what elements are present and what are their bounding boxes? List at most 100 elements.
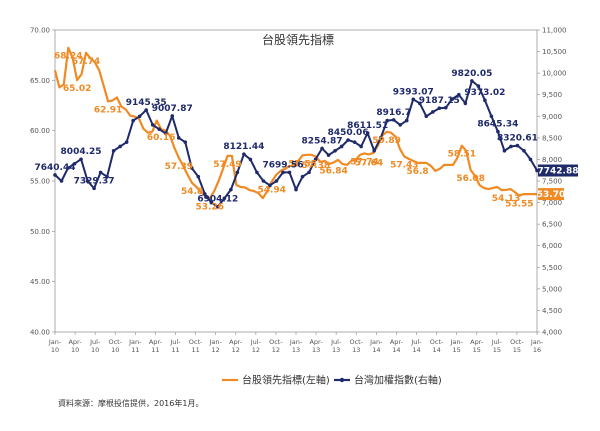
taiex-point — [183, 140, 188, 144]
taiex-data-label: 9007.87 — [152, 104, 193, 114]
x-axis-tick-label: Jul-11 — [169, 338, 181, 354]
taiex-point — [118, 144, 122, 149]
svg-text:7742.88: 7742.88 — [538, 167, 579, 177]
taiex-point — [111, 149, 116, 153]
leading-indicator-data-label: 53.55 — [505, 200, 533, 210]
taiex-point — [216, 204, 220, 209]
taiex-point — [203, 192, 207, 196]
taiex-data-label: 6904.12 — [197, 195, 238, 205]
taiex-point — [313, 157, 318, 162]
legend: 台股領先指標(左軸) 台灣加權指數(右軸) — [222, 374, 442, 387]
legend-item-taiex: 台灣加權指數(右軸) — [334, 374, 442, 387]
taiex-point — [209, 200, 214, 205]
taiex-data-label: 8254.87 — [302, 136, 343, 146]
taiex-point — [450, 97, 455, 101]
leading-indicator-data-label: 57.43 — [390, 161, 418, 171]
right-axis-tick-label: 9,000 — [542, 113, 562, 121]
taiex-point — [105, 174, 109, 179]
taiex-point — [274, 179, 279, 183]
taiex-data-label: 9393.07 — [393, 87, 434, 97]
x-axis-tick-label: Jan-16 — [530, 338, 544, 354]
x-axis-tick-label: Apr-14 — [390, 338, 404, 354]
leading-indicator-data-label: 57.55 — [288, 159, 316, 169]
taiex-point — [59, 179, 64, 183]
taiex-point — [307, 170, 311, 175]
taiex-point — [470, 79, 474, 83]
x-axis-tick-label: Jul-14 — [410, 338, 422, 354]
taiex-point — [333, 149, 337, 153]
taiex-point — [300, 174, 305, 179]
taiex-end-label: 7742.88 — [538, 164, 579, 177]
x-axis-tick-label: Apr-11 — [149, 338, 163, 354]
left-axis-tick-label: 45.00 — [30, 278, 50, 286]
right-axis-tick-label: 11,000 — [542, 27, 567, 35]
leading-indicator-data-label: 54.13 — [492, 194, 520, 204]
taiex-point — [346, 138, 350, 142]
taiex-point — [385, 118, 389, 123]
leading-indicator-data-label: 57.38 — [302, 161, 330, 171]
taiex-point — [424, 114, 429, 119]
taiex-point — [137, 114, 142, 119]
taiex-point — [176, 136, 181, 140]
taiex-point — [85, 179, 90, 183]
legend-label: 台灣加權指數(右軸) — [354, 374, 442, 387]
left-axis-tick-label: 50.00 — [30, 228, 50, 236]
taiex-point — [235, 170, 240, 175]
leading-indicator-data-label: 58.51 — [448, 150, 476, 160]
chart-title: 台股領先指標 — [262, 32, 334, 47]
taiex-data-label: 8121.44 — [223, 142, 264, 152]
x-axis-tick-label: Jan-14 — [369, 338, 383, 354]
right-axis-tick-label: 10,500 — [542, 48, 567, 56]
axes-group: 70.00 65.00 60.00 55.00 50.00 45.00 40.00 11,00… — [30, 27, 567, 355]
left-axis-tick-label: 40.00 — [30, 329, 50, 337]
x-axis-tick-label: Oct-12 — [269, 338, 283, 354]
leading-indicator-line — [53, 46, 537, 200]
x-axis-tick-label: Jul-13 — [330, 338, 342, 354]
x-axis-tick-label: Apr-13 — [309, 338, 323, 354]
leading-indicator-data-label: 65.02 — [63, 84, 91, 94]
taiex-point — [124, 140, 129, 144]
taiex-point — [72, 161, 77, 166]
taiex-point — [248, 157, 253, 162]
right-axis-tick-label: 9,500 — [542, 91, 562, 99]
taiex-point — [163, 131, 168, 136]
taiex-point — [196, 174, 201, 179]
taiex-point — [287, 170, 292, 175]
leading-indicator-data-label: 57.64 — [355, 158, 383, 168]
x-axis-tick-label: Jan-13 — [289, 338, 303, 354]
taiex-point — [515, 143, 520, 148]
x-axis-tick-label: Jan-10 — [48, 338, 62, 354]
taiex-point — [339, 144, 344, 149]
taiex-point — [404, 118, 409, 123]
taiex-point — [489, 114, 494, 119]
taiex-data-label: 7699.56 — [262, 160, 303, 170]
taiex-point — [391, 118, 396, 122]
x-axis-tick-label: Oct-15 — [510, 338, 524, 354]
leading-indicator-end-label: 53.70 — [537, 188, 565, 201]
x-axis-tick-label: Apr-15 — [470, 338, 484, 354]
taiex-data-label: 8916.7 — [376, 108, 411, 118]
taiex-data-label: 8645.34 — [477, 120, 518, 130]
x-axis-tick-label: Apr-10 — [68, 338, 82, 354]
taiex-point — [92, 186, 96, 191]
right-axis-tick-label: 8,000 — [542, 156, 562, 164]
legend-label: 台股領先指標(左軸) — [242, 374, 330, 387]
series-lines — [53, 46, 539, 209]
taiex-point — [242, 152, 246, 156]
x-axis-tick-label: Apr-12 — [229, 338, 243, 354]
x-axis-tick-label: Oct-11 — [189, 338, 203, 354]
taiex-point — [170, 114, 175, 118]
taiex-point — [352, 140, 357, 144]
leading-indicator-data-label: 60.16 — [147, 133, 175, 143]
taiex-point — [320, 146, 324, 151]
taiex-point — [378, 136, 383, 140]
taiex-point — [53, 173, 57, 177]
right-axis-tick-label: 5,000 — [542, 285, 562, 293]
x-axis-tick-label: Jan-11 — [128, 338, 142, 354]
left-axis-tick-label: 55.00 — [30, 178, 50, 186]
leading-indicator-data-label: 54.94 — [257, 186, 285, 196]
leading-indicator-data-label: 56.84 — [319, 166, 347, 176]
taiex-point — [189, 166, 194, 170]
leading-indicator-data-label: 59.89 — [372, 136, 400, 146]
taiex-point — [150, 123, 155, 127]
